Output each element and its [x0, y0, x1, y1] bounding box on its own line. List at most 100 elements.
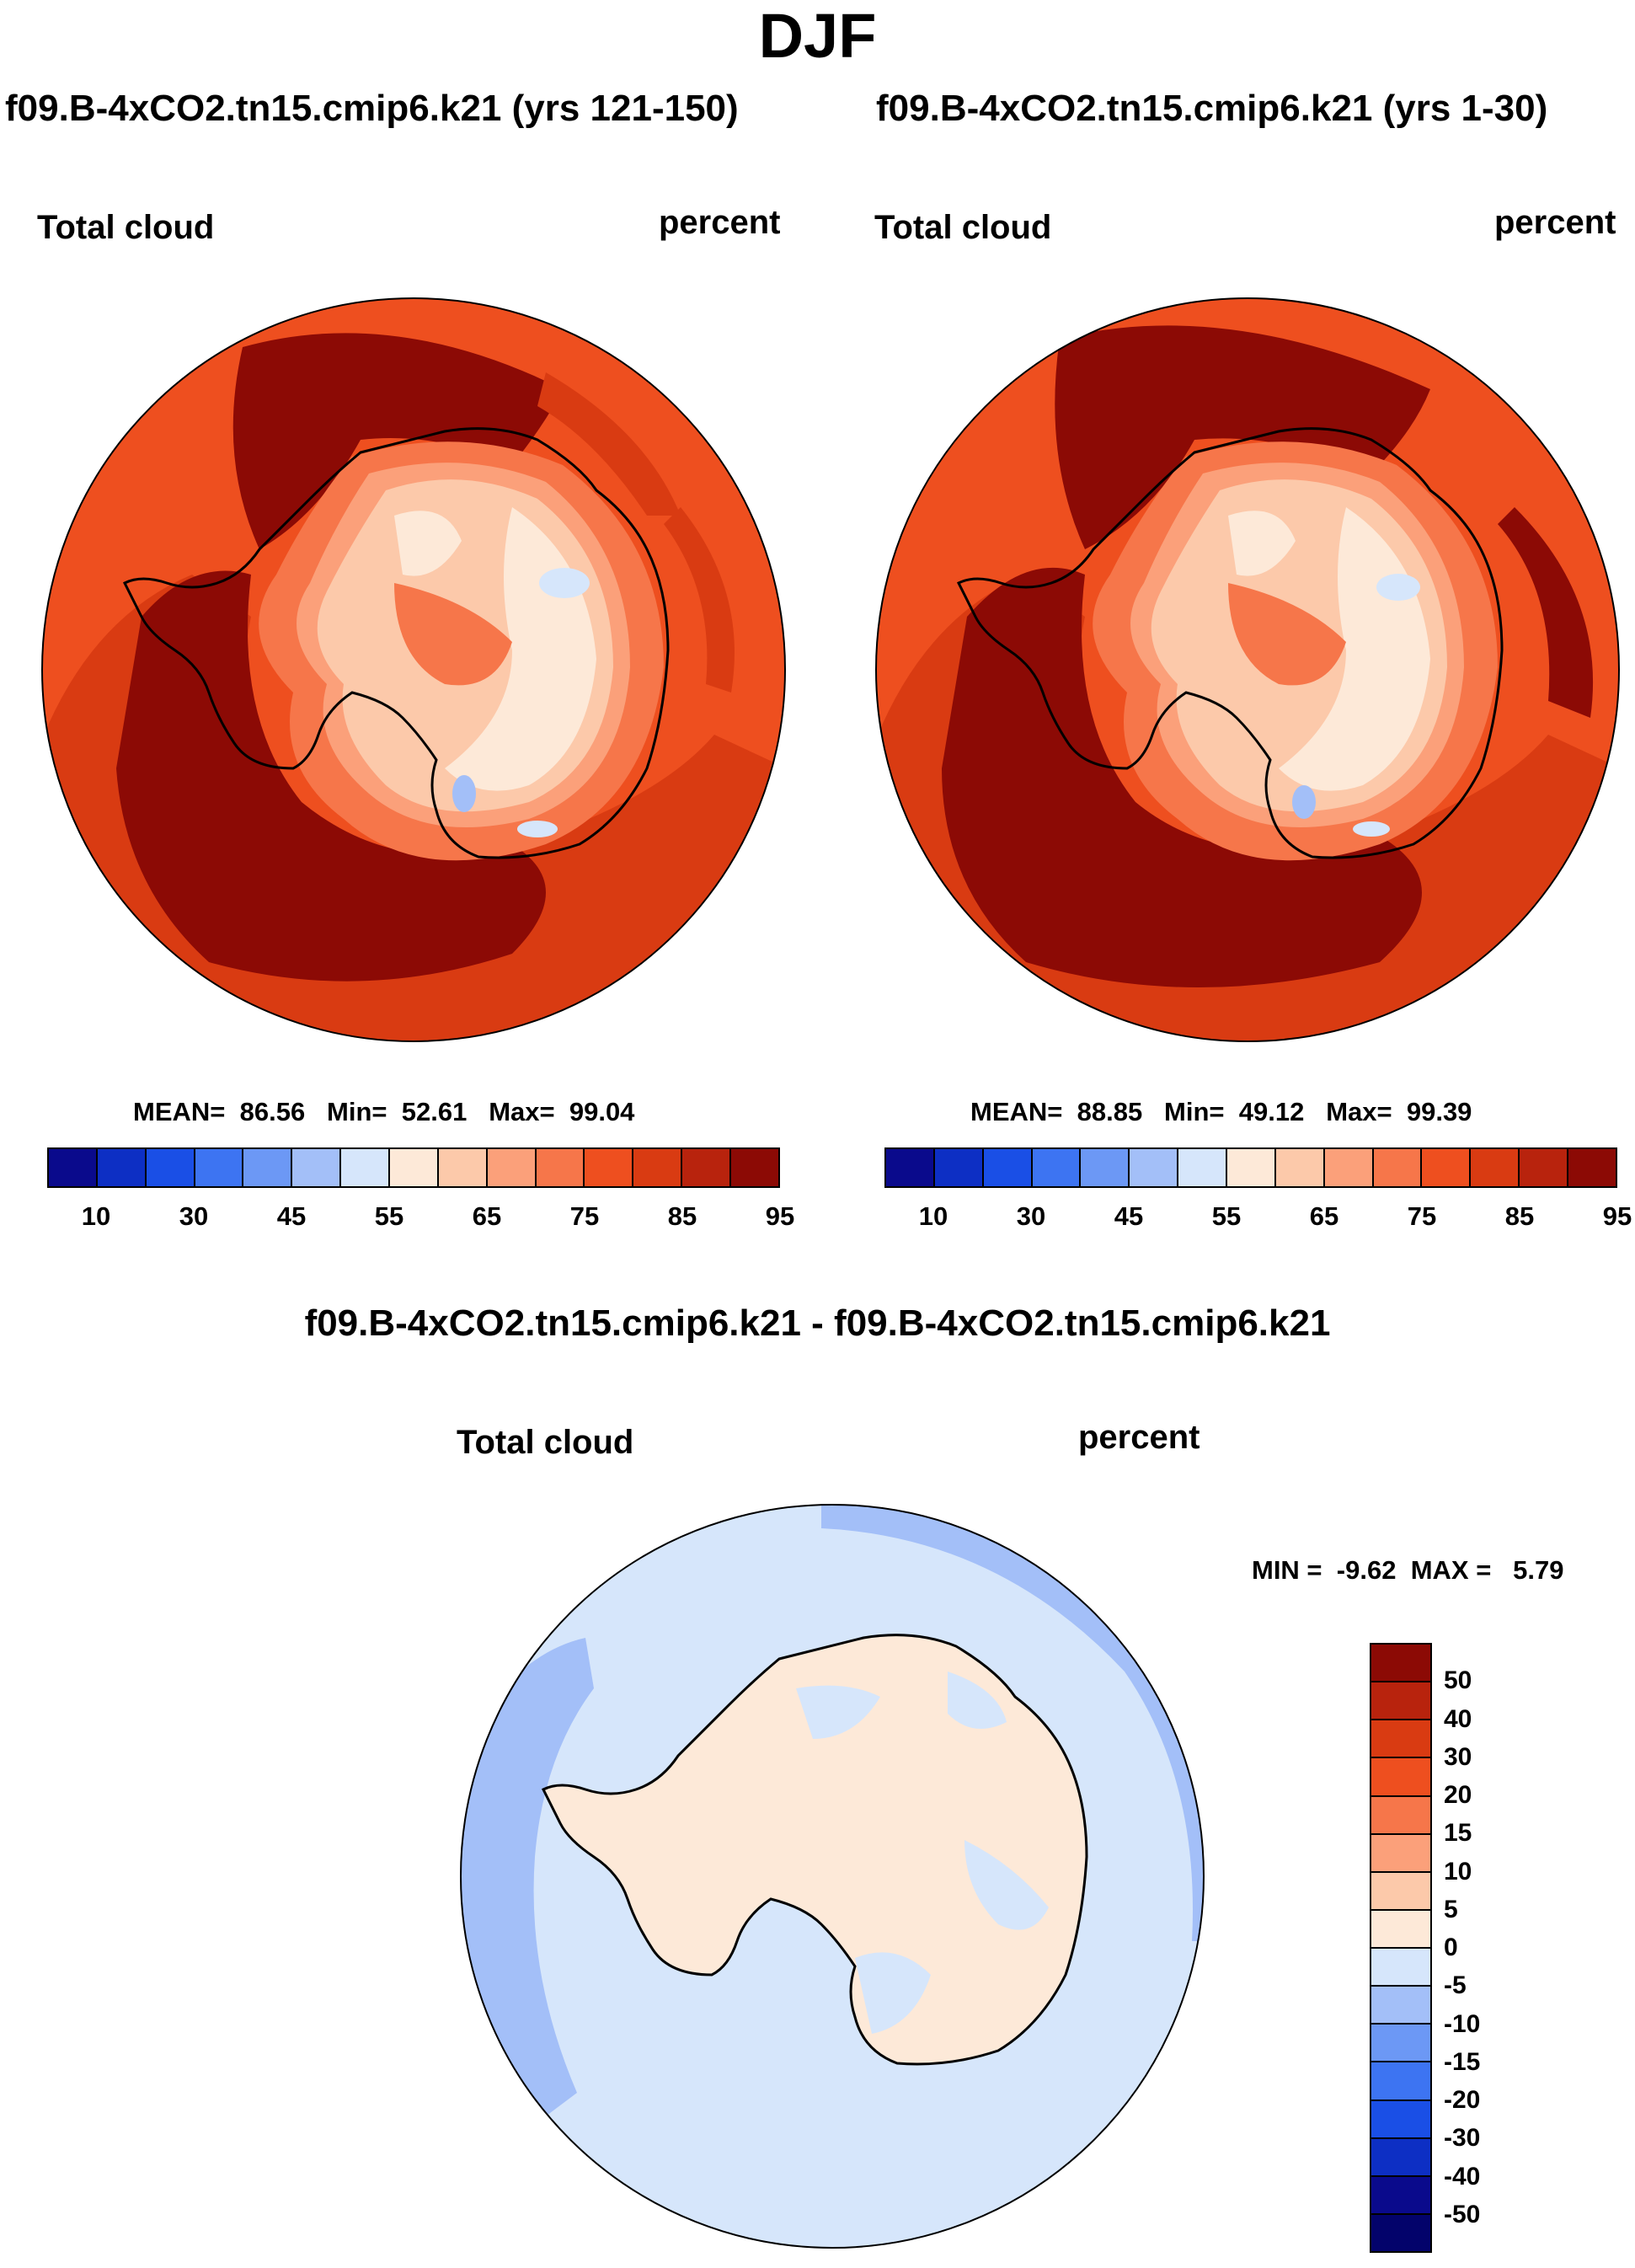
panel2-colorbar-ticks: 10 30 45 55 65 75 85 95	[884, 1201, 1632, 1235]
diff-colorbar-swatch	[1371, 1910, 1430, 1949]
diff-colorbar-swatch	[1371, 2062, 1430, 2101]
panel2-mean-label: MEAN=	[970, 1097, 1063, 1126]
panel1-min-value: 52.61	[401, 1097, 468, 1126]
diff-field-label: Total cloud	[457, 1424, 634, 1461]
panel2-colorbar-swatch	[1520, 1149, 1569, 1186]
panel1-colorbar-swatch	[195, 1149, 244, 1186]
panel2-colorbar-swatch	[1275, 1149, 1325, 1186]
panel2-colorbar-swatch	[983, 1149, 1033, 1186]
panel1-colorbar-swatch	[585, 1149, 634, 1186]
panel2-colorbar-tick-label: 55	[1211, 1201, 1242, 1231]
diff-minmax: MIN = -9.62 MAX = 5.79	[1252, 1555, 1563, 1586]
panel1-colorbar	[47, 1147, 780, 1188]
panel2-colorbar-tick-label: 10	[918, 1201, 948, 1231]
diff-units-label: percent	[1078, 1419, 1200, 1456]
panel2-max-value: 99.39	[1406, 1097, 1472, 1126]
diff-max-label: MAX =	[1410, 1555, 1492, 1585]
diff-colorbar-tick-label: 30	[1444, 1742, 1472, 1771]
panel2-colorbar-tick-label: 85	[1504, 1201, 1535, 1231]
panel1-colorbar-tick-label: 85	[667, 1201, 697, 1231]
panel2-colorbar-tick-label: 95	[1602, 1201, 1632, 1231]
panel1-colorbar-swatch	[97, 1149, 147, 1186]
diff-colorbar-swatch	[1371, 1720, 1430, 1759]
panel2-colorbar-swatch	[1324, 1149, 1374, 1186]
panel2-min-value: 49.12	[1238, 1097, 1305, 1126]
panel1-colorbar-swatch	[487, 1149, 537, 1186]
panel2-colorbar-swatch	[1227, 1149, 1276, 1186]
diff-min-label: MIN =	[1252, 1555, 1322, 1585]
panel2-colorbar-swatch	[1032, 1149, 1082, 1186]
diff-colorbar-swatch	[1371, 1987, 1430, 2025]
diff-min-value: -9.62	[1336, 1555, 1397, 1585]
panel1-map	[41, 297, 786, 1042]
panel1-colorbar-tick-label: 95	[765, 1201, 795, 1231]
panel1-colorbar-swatch	[536, 1149, 585, 1186]
diff-colorbar-swatch	[1371, 2138, 1430, 2177]
panel1-colorbar-tick-label: 55	[374, 1201, 404, 1231]
panel2-colorbar-tick-label: 75	[1407, 1201, 1437, 1231]
diff-colorbar-ticks: 50 40 30 20 15 10 5 0 -5 -10 -15 -20 -30 -40 -50	[1444, 1643, 1545, 2253]
panel2-max-label: Max=	[1326, 1097, 1392, 1126]
panel2-colorbar	[884, 1147, 1617, 1188]
panel2-mean-value: 88.85	[1077, 1097, 1143, 1126]
panel2-colorbar-swatch	[1178, 1149, 1228, 1186]
panel1-colorbar-swatch	[390, 1149, 439, 1186]
diff-colorbar-swatch	[1371, 2176, 1430, 2215]
diff-colorbar	[1370, 1643, 1432, 2253]
panel2-min-label: Min=	[1164, 1097, 1225, 1126]
diff-colorbar-tick-label: -5	[1444, 1971, 1467, 2000]
panel1-field-label: Total cloud	[37, 209, 215, 246]
diff-colorbar-swatch	[1371, 1682, 1430, 1721]
panel1-stats: MEAN= 86.56 Min= 52.61 Max= 99.04	[133, 1097, 634, 1127]
panel1-colorbar-swatch	[731, 1149, 778, 1186]
panel2-map	[875, 297, 1620, 1042]
panel1-min-label: Min=	[327, 1097, 387, 1126]
figure-title: DJF	[758, 1, 877, 71]
panel2-units-label: percent	[1494, 204, 1616, 241]
diff-colorbar-tick-label: -30	[1444, 2124, 1481, 2153]
panel2-colorbar-swatch	[1471, 1149, 1520, 1186]
diff-colorbar-swatch	[1371, 1949, 1430, 1987]
panel1-colorbar-swatch	[292, 1149, 342, 1186]
diff-colorbar-tick-label: -15	[1444, 2047, 1481, 2076]
panel2-colorbar-swatch	[1568, 1149, 1616, 1186]
panel1-colorbar-tick-label: 10	[81, 1201, 111, 1231]
panel2-colorbar-tick-label: 30	[1016, 1201, 1046, 1231]
panel1-max-value: 99.04	[569, 1097, 635, 1126]
panel1-units-label: percent	[659, 204, 781, 241]
panel1-mean-value: 86.56	[239, 1097, 306, 1126]
diff-colorbar-tick-label: -50	[1444, 2200, 1481, 2228]
panel1-colorbar-tick-label: 30	[179, 1201, 209, 1231]
diff-colorbar-tick-label: 40	[1444, 1704, 1472, 1733]
diff-colorbar-tick-label: -40	[1444, 2162, 1481, 2190]
diff-colorbar-tick-label: 0	[1444, 1934, 1458, 1961]
panel1-colorbar-swatch	[438, 1149, 488, 1186]
diff-colorbar-tick-label: -20	[1444, 2086, 1481, 2114]
panel1-colorbar-ticks: 10 30 45 55 65 75 85 95	[47, 1201, 794, 1235]
diff-max-value: 5.79	[1513, 1555, 1564, 1585]
diff-colorbar-tick-label: 15	[1444, 1819, 1472, 1848]
panel1-colorbar-swatch	[243, 1149, 293, 1186]
panel2-case-title: f09.B-4xCO2.tn15.cmip6.k21 (yrs 1-30)	[876, 88, 1548, 129]
diff-colorbar-swatch	[1371, 1645, 1430, 1683]
panel2-colorbar-tick-label: 65	[1309, 1201, 1339, 1231]
panel2-colorbar-swatch	[1373, 1149, 1423, 1186]
panel2-colorbar-swatch	[1422, 1149, 1472, 1186]
panel1-max-label: Max=	[489, 1097, 555, 1126]
panel2-colorbar-swatch	[1130, 1149, 1179, 1186]
panel2-colorbar-swatch	[1081, 1149, 1130, 1186]
diff-colorbar-tick-label: 10	[1444, 1857, 1472, 1886]
diff-map	[460, 1504, 1205, 2249]
diff-colorbar-swatch	[1371, 2100, 1430, 2139]
diff-title: f09.B-4xCO2.tn15.cmip6.k21 - f09.B-4xCO2…	[304, 1302, 1331, 1344]
diff-colorbar-swatch	[1371, 1758, 1430, 1797]
panel2-colorbar-swatch	[934, 1149, 984, 1186]
panel1-colorbar-swatch	[49, 1149, 98, 1186]
panel1-mean-label: MEAN=	[133, 1097, 226, 1126]
panel2-colorbar-swatch	[886, 1149, 935, 1186]
panel1-colorbar-swatch	[682, 1149, 732, 1186]
diff-colorbar-swatch	[1371, 1872, 1430, 1911]
diff-colorbar-tick-label: 50	[1444, 1666, 1472, 1695]
panel1-colorbar-swatch	[633, 1149, 683, 1186]
diff-colorbar-tick-label: 20	[1444, 1781, 1472, 1809]
